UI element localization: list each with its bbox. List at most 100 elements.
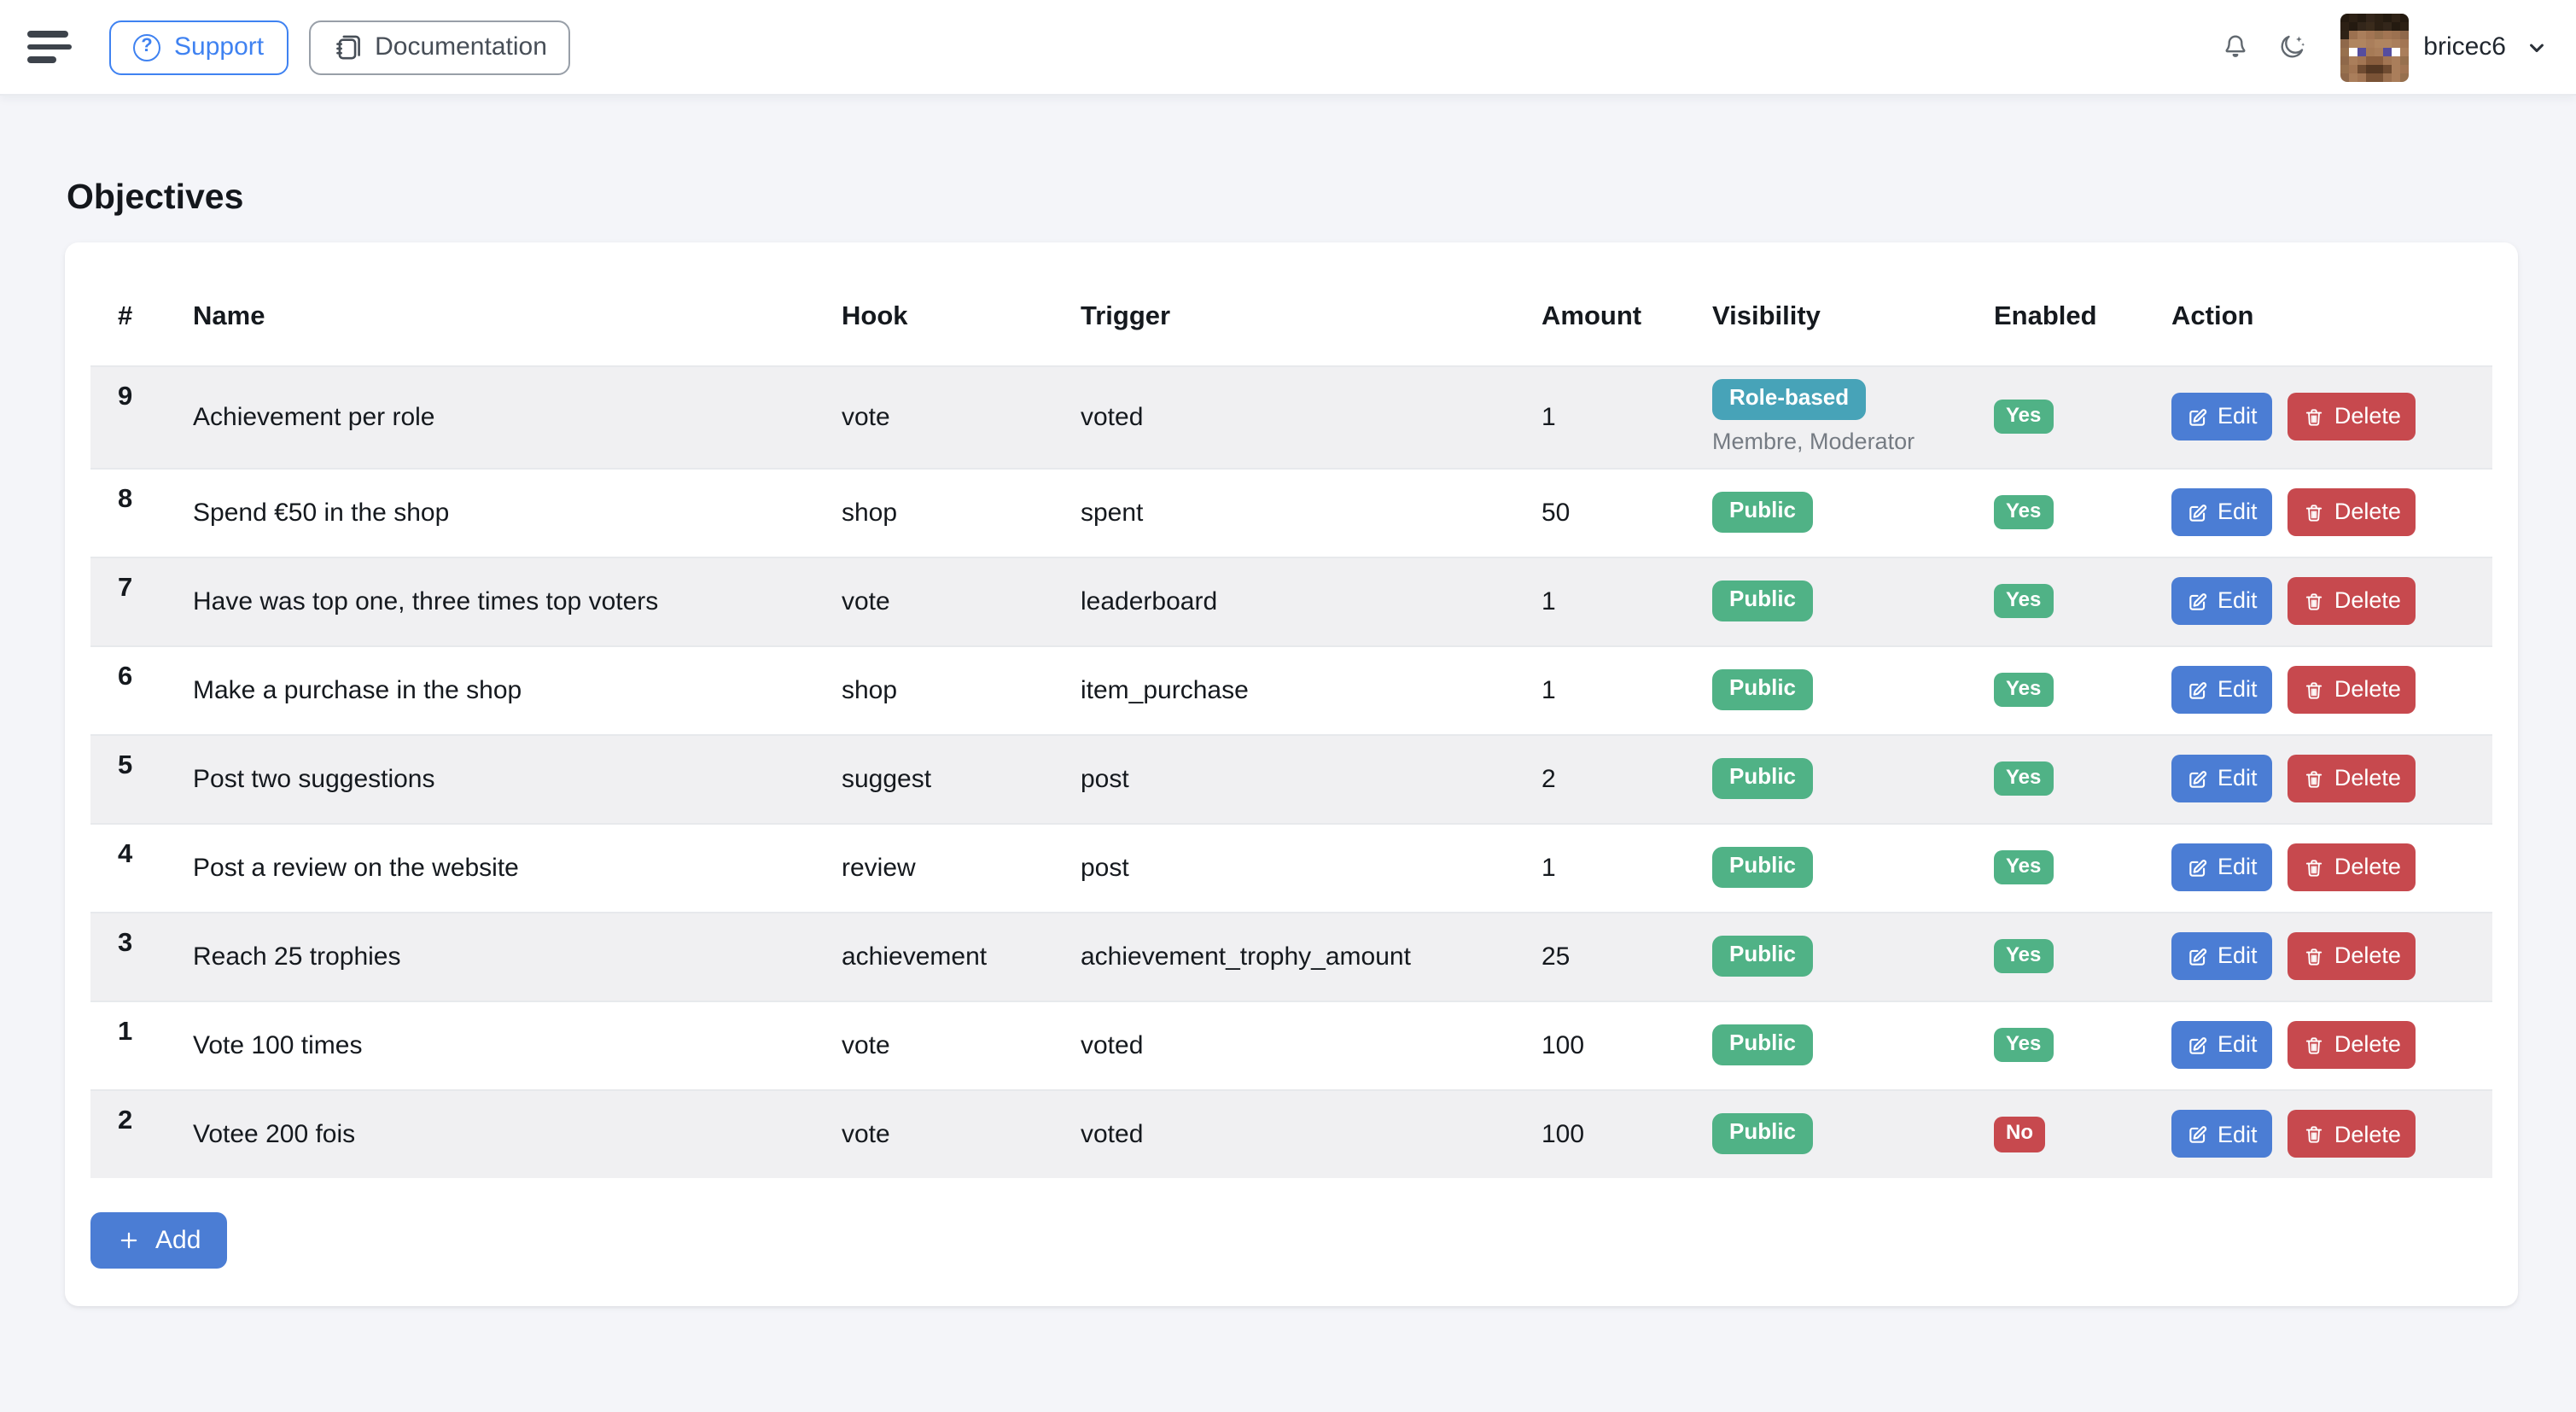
enabled-badge: Yes bbox=[1994, 849, 2054, 885]
delete-button[interactable]: Delete bbox=[2288, 755, 2416, 802]
documentation-button[interactable]: Documentation bbox=[308, 20, 571, 74]
delete-button[interactable]: Delete bbox=[2288, 393, 2416, 441]
edit-button[interactable]: Edit bbox=[2171, 488, 2273, 536]
trash-icon bbox=[2306, 408, 2322, 425]
column-header: Enabled bbox=[1994, 301, 2097, 331]
enabled-badge: Yes bbox=[1994, 761, 2054, 796]
row-index: 2 bbox=[118, 1106, 133, 1135]
objective-trigger: voted bbox=[1081, 1030, 1144, 1059]
table-row: 5 Post two suggestions suggest post 2 Pu… bbox=[90, 733, 2492, 823]
visibility-badge: Public bbox=[1712, 936, 1814, 977]
delete-button[interactable]: Delete bbox=[2288, 932, 2416, 980]
edit-button[interactable]: Edit bbox=[2171, 932, 2273, 980]
delete-button[interactable]: Delete bbox=[2288, 488, 2416, 536]
visibility-roles: Membre, Moderator bbox=[1712, 428, 1915, 454]
pencil-square-icon bbox=[2189, 408, 2207, 425]
delete-button[interactable]: Delete bbox=[2288, 843, 2416, 891]
delete-button[interactable]: Delete bbox=[2288, 1021, 2416, 1069]
table-row: 6 Make a purchase in the shop shop item_… bbox=[90, 645, 2492, 734]
notifications-button[interactable] bbox=[2206, 19, 2263, 75]
row-index: 9 bbox=[118, 382, 133, 411]
table-row: 7 Have was top one, three times top vote… bbox=[90, 556, 2492, 645]
objective-name: Reach 25 trophies bbox=[193, 942, 401, 971]
question-circle-icon: ? bbox=[133, 33, 160, 61]
trash-icon bbox=[2306, 770, 2322, 787]
enabled-badge: Yes bbox=[1994, 1027, 2054, 1063]
objective-amount: 2 bbox=[1542, 764, 1556, 793]
trash-icon bbox=[2306, 1125, 2322, 1143]
topbar-right: bricec6 bbox=[2206, 13, 2549, 81]
add-button-label: Add bbox=[155, 1226, 201, 1255]
visibility-badge: Public bbox=[1712, 492, 1814, 533]
enabled-badge: No bbox=[1994, 1116, 2045, 1152]
objective-hook: vote bbox=[842, 402, 890, 431]
edit-button[interactable]: Edit bbox=[2171, 666, 2273, 714]
table-row: 1 Vote 100 times vote voted 100 Public Y… bbox=[90, 1000, 2492, 1089]
column-header: Trigger bbox=[1081, 301, 1171, 331]
hamburger-icon bbox=[27, 31, 68, 38]
edit-button[interactable]: Edit bbox=[2171, 393, 2273, 441]
add-button[interactable]: Add bbox=[90, 1212, 227, 1269]
objective-trigger: post bbox=[1081, 853, 1129, 882]
objective-name: Vote 100 times bbox=[193, 1030, 363, 1059]
objective-hook: vote bbox=[842, 1119, 890, 1149]
table-row: 8 Spend €50 in the shop shop spent 50 Pu… bbox=[90, 467, 2492, 557]
column-header: # bbox=[118, 301, 133, 331]
table-row: 4 Post a review on the website review po… bbox=[90, 822, 2492, 912]
row-index: 3 bbox=[118, 928, 133, 957]
support-button[interactable]: ? Support bbox=[109, 20, 288, 74]
objective-name: Post two suggestions bbox=[193, 764, 435, 793]
objective-hook: vote bbox=[842, 586, 890, 616]
delete-button[interactable]: Delete bbox=[2288, 577, 2416, 625]
objective-name: Make a purchase in the shop bbox=[193, 675, 522, 704]
delete-button[interactable]: Delete bbox=[2288, 666, 2416, 714]
delete-button[interactable]: Delete bbox=[2288, 1110, 2416, 1158]
objective-amount: 1 bbox=[1542, 853, 1556, 882]
edit-button[interactable]: Edit bbox=[2171, 1110, 2273, 1158]
support-button-label: Support bbox=[174, 32, 265, 61]
row-index: 8 bbox=[118, 484, 133, 513]
objective-trigger: item_purchase bbox=[1081, 675, 1249, 704]
edit-button[interactable]: Edit bbox=[2171, 755, 2273, 802]
objective-hook: shop bbox=[842, 675, 898, 704]
chevron-down-icon bbox=[2525, 35, 2549, 59]
visibility-badge: Public bbox=[1712, 1024, 1814, 1065]
visibility-badge: Public bbox=[1712, 581, 1814, 621]
objective-name: Post a review on the website bbox=[193, 853, 519, 882]
objective-hook: vote bbox=[842, 1030, 890, 1059]
pencil-square-icon bbox=[2189, 948, 2207, 965]
table-header-row: # Name Hook Trigger Amount Visibility Enabled A… bbox=[90, 270, 2492, 365]
objective-amount: 25 bbox=[1542, 942, 1571, 971]
menu-toggle-button[interactable] bbox=[20, 25, 79, 70]
visibility-badge: Public bbox=[1712, 669, 1814, 710]
dark-mode-toggle[interactable] bbox=[2263, 19, 2319, 75]
table-row: 3 Reach 25 trophies achievement achievem… bbox=[90, 911, 2492, 1001]
objective-hook: achievement bbox=[842, 942, 988, 971]
visibility-badge: Public bbox=[1712, 1113, 1814, 1155]
edit-button[interactable]: Edit bbox=[2171, 577, 2273, 625]
edit-button[interactable]: Edit bbox=[2171, 843, 2273, 891]
user-menu[interactable]: bricec6 bbox=[2340, 13, 2549, 81]
pencil-square-icon bbox=[2189, 1036, 2207, 1053]
column-header: Hook bbox=[842, 301, 908, 331]
topbar: ? Support Documentation bbox=[0, 0, 2576, 96]
trash-icon bbox=[2306, 504, 2322, 521]
objectives-card: # Name Hook Trigger Amount Visibility Enabled A… bbox=[65, 242, 2518, 1306]
table-row: 9 Achievement per role vote voted 1 Role… bbox=[90, 365, 2492, 468]
row-index: 5 bbox=[118, 750, 133, 779]
column-header: Visibility bbox=[1712, 301, 1821, 331]
hamburger-icon bbox=[27, 56, 56, 63]
objective-hook: shop bbox=[842, 498, 898, 527]
edit-button[interactable]: Edit bbox=[2171, 1021, 2273, 1069]
visibility-badge: Public bbox=[1712, 758, 1814, 799]
objective-name: Votee 200 fois bbox=[193, 1119, 356, 1149]
objectives-table: # Name Hook Trigger Amount Visibility Enabled A… bbox=[90, 270, 2492, 1178]
row-index: 7 bbox=[118, 573, 133, 602]
objective-trigger: achievement_trophy_amount bbox=[1081, 942, 1411, 971]
objective-amount: 100 bbox=[1542, 1030, 1585, 1059]
objective-name: Spend €50 in the shop bbox=[193, 498, 450, 527]
objective-amount: 50 bbox=[1542, 498, 1571, 527]
enabled-badge: Yes bbox=[1994, 494, 2054, 530]
row-index: 4 bbox=[118, 839, 133, 868]
main-content: Objectives # Name Hook Trigger Amount Visibil… bbox=[0, 176, 2576, 1306]
